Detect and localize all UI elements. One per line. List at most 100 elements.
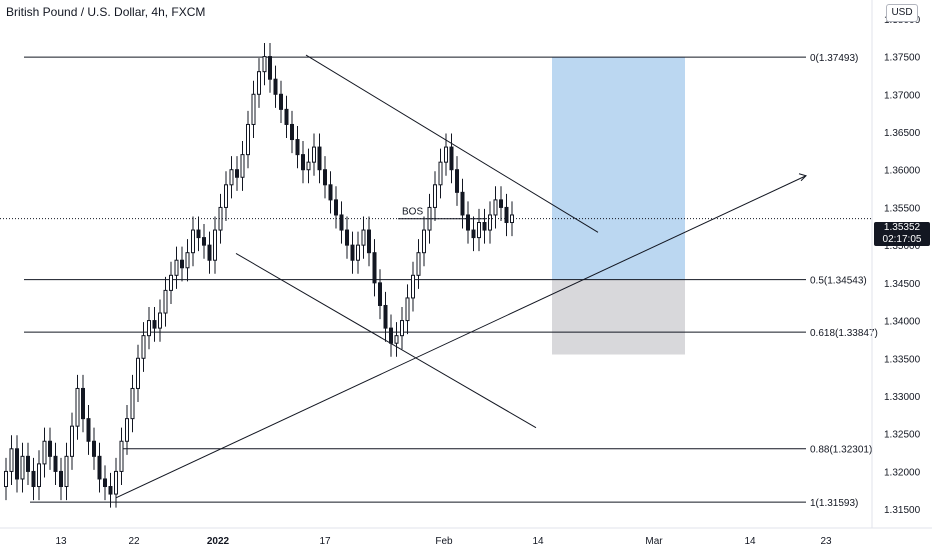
candle-body (70, 425, 74, 457)
candle-body (64, 455, 69, 488)
candle-body (328, 184, 333, 201)
candle-body (416, 252, 421, 276)
price-tick-label: 1.37000 (884, 90, 921, 101)
candle-body (130, 387, 135, 420)
last-price-value: 1.35352 (883, 222, 921, 233)
rising-trendline[interactable] (115, 175, 807, 499)
candle-body (169, 274, 173, 291)
position-loss-zone[interactable] (552, 279, 685, 355)
candle-body (301, 154, 305, 171)
candle-body (174, 259, 179, 276)
time-axis[interactable]: 13 22 2022 17 Feb 14 Mar 14 23 (55, 536, 832, 547)
candle-body (108, 486, 113, 495)
candle-body (257, 71, 261, 95)
candle-body (86, 418, 91, 442)
time-tick-label: 17 (319, 536, 331, 547)
candle-body (53, 455, 58, 472)
candle-body (444, 146, 448, 163)
candle-body (180, 259, 184, 269)
candle-body (251, 93, 256, 125)
fib-level-label: 0(1.37493) (810, 53, 858, 64)
candle-body (284, 108, 289, 125)
candle-body (119, 440, 124, 472)
candle-body (42, 440, 47, 465)
last-price-tag: 1.35352 02:17:05 (874, 222, 930, 246)
candle-body (92, 440, 96, 457)
symbol-title: British Pound / U.S. Dollar, 4h, FXCM (6, 5, 206, 19)
candle-countdown: 02:17:05 (882, 234, 922, 245)
price-tick-label: 1.32000 (884, 467, 921, 478)
time-tick-label: 23 (820, 536, 832, 547)
candle-body (185, 252, 190, 269)
candle-body (202, 237, 206, 246)
candle-body (48, 440, 52, 457)
candle-body (4, 470, 8, 488)
price-tick-label: 1.34500 (884, 279, 921, 290)
candle-body (147, 320, 151, 337)
price-axis[interactable]: 1.380001.375001.370001.365001.360001.355… (884, 15, 921, 516)
candle-body (290, 123, 294, 141)
candle-body (81, 387, 85, 420)
candle-body (438, 161, 443, 186)
price-tick-label: 1.35000 (884, 241, 921, 252)
time-tick-label: 14 (744, 536, 756, 547)
candle-body (405, 297, 410, 322)
candle-body (394, 335, 399, 344)
candle-body (20, 455, 25, 480)
candle-body (449, 146, 454, 171)
candle-body (152, 320, 157, 329)
candle-body (306, 161, 311, 171)
candle-body (383, 304, 388, 329)
candle-body (136, 357, 140, 389)
time-tick-label: 2022 (207, 536, 230, 547)
candle-body (389, 327, 393, 344)
price-tick-label: 1.35500 (884, 203, 921, 214)
candle-body (317, 146, 322, 171)
candle-body (493, 199, 498, 216)
candle-body (240, 154, 245, 178)
price-tick-label: 1.33000 (884, 392, 921, 403)
candle-body (31, 470, 36, 488)
trendline-arrowhead (798, 173, 807, 182)
fib-level-label: 0.618(1.33847) (810, 328, 878, 339)
candle-body (37, 463, 41, 488)
candle-body (235, 169, 239, 178)
candle-body (466, 214, 470, 231)
candle-body (499, 199, 503, 208)
candle-body (477, 222, 481, 239)
candle-body (196, 229, 201, 239)
candle-body (9, 448, 14, 472)
candle-body (295, 139, 300, 156)
candle-body (378, 282, 382, 306)
price-tick-label: 1.33500 (884, 354, 921, 365)
candle-body (273, 78, 278, 95)
candle-body (191, 229, 195, 254)
candle-body (207, 244, 212, 261)
candle-body (75, 387, 80, 427)
price-tick-label: 1.31500 (884, 505, 921, 516)
candle-body (422, 229, 426, 254)
time-tick-label: 13 (55, 536, 67, 547)
currency-button[interactable]: USD (886, 4, 918, 22)
lower-channel-line[interactable] (235, 253, 537, 429)
candle-body (504, 206, 509, 224)
candle-body (246, 123, 250, 156)
price-tick-label: 1.32500 (884, 430, 921, 441)
candle-body (482, 222, 487, 231)
candle-body (15, 448, 19, 480)
candle-body (158, 312, 162, 329)
candle-body (356, 244, 360, 261)
time-tick-label: 22 (128, 536, 140, 547)
candle-body (224, 184, 228, 208)
position-profit-zone[interactable] (552, 57, 685, 280)
fib-level-label: 0.88(1.32301) (810, 445, 872, 456)
time-tick-label: Mar (645, 536, 663, 547)
price-tick-label: 1.36000 (884, 166, 921, 177)
upper-channel-line[interactable] (305, 54, 599, 233)
candle-body (334, 199, 338, 216)
candle-body (345, 229, 349, 246)
price-tick-label: 1.37500 (884, 53, 921, 64)
bos-label: BOS (402, 207, 423, 218)
candle-body (460, 191, 465, 216)
